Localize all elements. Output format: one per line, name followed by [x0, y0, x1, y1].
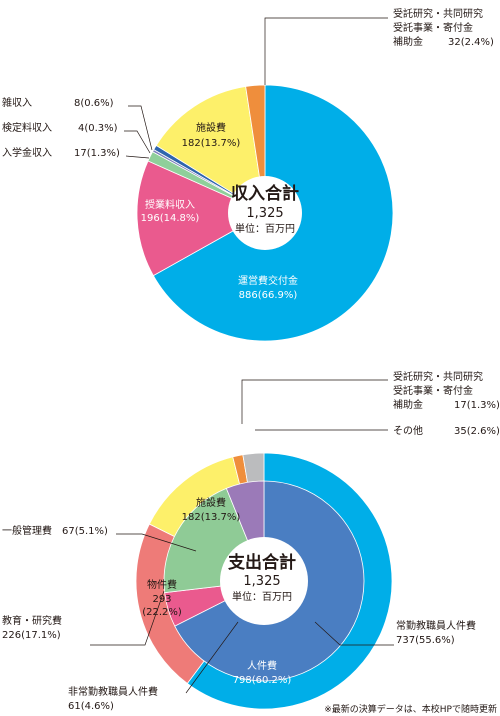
expense-label-education-value: 226(17.1%) — [2, 630, 61, 641]
income-label-misc-name: 雑収入 — [2, 96, 32, 109]
income-center-unit: 単位：百万円 — [235, 222, 295, 235]
income-center-hole — [228, 176, 302, 250]
income-label-grant-name: 運営費交付金 — [238, 274, 298, 287]
expense-label-research-value: 17(1.3%) — [454, 400, 500, 411]
income-label-admission-value: 17(1.3%) — [74, 148, 120, 159]
income-label-misc-value: 8(0.6%) — [74, 98, 114, 109]
expense-label-fulltime-value: 737(55.6%) — [396, 635, 455, 646]
footnote: ※最新の決算データは、本校HPで随時更新 — [324, 703, 497, 715]
expense-label-admin-name: 一般管理費 — [2, 524, 52, 537]
expense-label-goods-name: 物件費 — [147, 578, 177, 591]
income-center-value: 1,325 — [246, 206, 283, 221]
expense-label-personnel-name: 人件費 — [247, 659, 277, 672]
income-label-exam-value: 4(0.3%) — [78, 123, 118, 134]
leader-lines — [90, 17, 394, 694]
expense-leader-education — [90, 590, 165, 646]
expense-label-research-line2: 受託事業・寄付金 — [393, 384, 473, 397]
expense-label-facility-name: 施設費 — [196, 496, 226, 509]
expense-label-fulltime-name: 常勤教職員人件費 — [396, 619, 476, 632]
expense-label-parttime-value: 61(4.6%) — [68, 701, 114, 712]
income-leader-admission — [125, 155, 150, 159]
chart-labels: 収入合計 1,325 単位：百万円 運営費交付金 886(66.9%) 授業料収… — [2, 7, 500, 715]
expense-label-research-line1: 受託研究・共同研究 — [393, 370, 483, 383]
income-leader-exam — [124, 130, 151, 154]
expense-center-hole — [220, 537, 308, 625]
income-pie-chart — [136, 84, 394, 342]
income-leader-misc — [128, 105, 153, 151]
expense-label-education-name: 教育・研究費 — [2, 614, 62, 627]
expense-label-research-line3: 補助金 — [393, 398, 423, 411]
expense-label-other-name: その他 — [393, 424, 423, 437]
income-center-title: 収入合計 — [231, 183, 299, 204]
expense-center-title: 支出合計 — [228, 552, 296, 573]
income-slice-5 — [155, 86, 266, 214]
expense-leader-parttime — [185, 621, 239, 694]
income-label-research-value: 32(2.4%) — [448, 37, 494, 48]
expense-center-value: 1,325 — [243, 574, 280, 589]
income-label-admission-name: 入学金収入 — [2, 146, 52, 159]
expense-label-goods-value1: 293 — [152, 594, 171, 605]
income-label-research-line3: 補助金 — [393, 35, 423, 48]
income-label-research-line2: 受託事業・寄付金 — [393, 21, 473, 34]
expense-label-facility-value: 182(13.7%) — [182, 512, 241, 523]
income-label-facility-name: 施設費 — [196, 121, 226, 134]
expense-leader-admin — [116, 533, 197, 552]
expense-label-admin-value: 67(5.1%) — [62, 526, 108, 537]
expense-center-unit: 単位：百万円 — [232, 590, 292, 603]
expense-leader-research — [241, 379, 388, 424]
income-label-facility-value: 182(13.7%) — [182, 138, 241, 149]
expense-label-personnel-value: 798(60.2%) — [233, 675, 292, 686]
expense-label-goods-value2: (22.2%) — [142, 607, 182, 618]
income-label-exam-name: 検定料収入 — [2, 121, 52, 134]
expense-leader-fulltime — [314, 621, 394, 646]
expense-pie-chart — [135, 452, 393, 710]
income-slice-1 — [136, 160, 266, 277]
income-label-tuition-name: 授業料収入 — [145, 198, 195, 211]
income-leader-research — [264, 17, 388, 85]
expense-label-other-value: 35(2.6%) — [454, 426, 500, 437]
income-label-grant-value: 886(66.9%) — [239, 290, 298, 301]
expense-label-parttime-name: 非常勤教職員人件費 — [68, 685, 158, 698]
income-label-research-line1: 受託研究・共同研究 — [393, 7, 483, 20]
income-label-tuition-value: 196(14.8%) — [141, 213, 200, 224]
